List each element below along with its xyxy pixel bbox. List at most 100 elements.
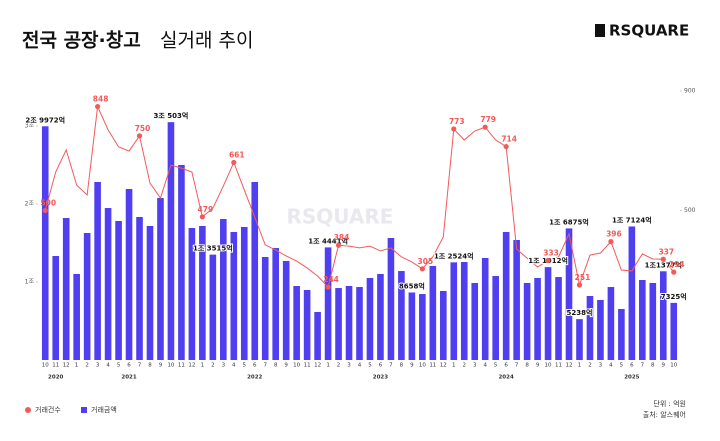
x-tick-label: 10 xyxy=(419,363,426,369)
year-label: 2022 xyxy=(247,375,262,381)
x-tick-label: 9 xyxy=(662,363,666,369)
bar xyxy=(419,294,426,360)
bar xyxy=(618,309,625,360)
line-point xyxy=(42,207,48,214)
bar xyxy=(188,227,196,360)
x-tick-label: 5 xyxy=(620,363,624,369)
y-tick-label: 2조 xyxy=(25,201,35,208)
bar xyxy=(41,126,49,361)
x-tick-label: 2 xyxy=(588,363,592,369)
data-label: 661 xyxy=(229,150,245,159)
line-point xyxy=(482,124,488,130)
line-point xyxy=(325,284,331,290)
data-label: 1조1377억 xyxy=(645,260,682,269)
bar xyxy=(52,255,60,360)
source-note: 출처: 알스퀘어 xyxy=(643,410,686,419)
x-tick-label: 1 xyxy=(578,363,582,369)
x-tick-label: 7 xyxy=(263,363,267,369)
bar xyxy=(502,231,510,360)
data-label: 5238억 xyxy=(567,308,593,317)
x-tick-label: 5 xyxy=(243,363,247,369)
bar xyxy=(251,181,259,360)
y2-tick-label: 900 xyxy=(684,88,696,95)
x-tick-label: 5 xyxy=(494,363,498,369)
data-label: 479 xyxy=(198,205,214,214)
bar xyxy=(282,260,290,360)
bar xyxy=(157,197,164,360)
x-tick-label: 6 xyxy=(504,363,508,369)
data-label: 500 xyxy=(40,199,56,208)
bar xyxy=(366,277,374,360)
x-tick-label: 8 xyxy=(148,363,152,369)
bar xyxy=(209,254,217,360)
bar xyxy=(314,311,321,360)
line-point xyxy=(199,214,205,220)
bar xyxy=(125,189,133,360)
x-tick-label: 2 xyxy=(85,363,89,369)
line-point xyxy=(95,103,101,110)
data-label: 8658억 xyxy=(399,281,425,290)
line-point xyxy=(671,269,677,275)
bar xyxy=(398,271,405,360)
chart-title: 전국 공장·창고 xyxy=(22,30,141,52)
bar xyxy=(293,286,300,360)
x-tick-label: 1 xyxy=(326,363,330,369)
line-point xyxy=(660,256,666,262)
line-point xyxy=(419,266,425,272)
x-tick-label: 10 xyxy=(670,363,677,369)
bar xyxy=(73,273,80,360)
bar xyxy=(639,280,646,360)
bar xyxy=(450,262,458,360)
x-tick-label: 9 xyxy=(410,363,414,369)
data-label: 750 xyxy=(135,124,151,133)
x-tick-label: 12 xyxy=(314,363,321,369)
x-tick-label: 5 xyxy=(368,363,372,369)
bar xyxy=(481,258,489,360)
x-tick-label: 2 xyxy=(211,363,215,369)
bar xyxy=(230,231,238,360)
x-tick-label: 11 xyxy=(555,363,562,369)
x-tick-label: 7 xyxy=(138,363,142,369)
x-tick-label: 6 xyxy=(630,363,634,369)
x-tick-label: 10 xyxy=(545,363,552,369)
data-label: 1조 2524억 xyxy=(434,251,474,260)
x-tick-label: 3 xyxy=(473,363,477,369)
data-label: 337 xyxy=(658,247,674,256)
data-label: 1조 4441억 xyxy=(308,236,348,245)
x-tick-label: 7 xyxy=(641,363,645,369)
bar xyxy=(146,225,154,360)
bar xyxy=(261,257,269,360)
x-tick-label: 8 xyxy=(525,363,529,369)
x-tick-label: 10 xyxy=(167,363,174,369)
x-tick-label: 4 xyxy=(358,363,362,369)
x-tick-label: 11 xyxy=(429,363,436,369)
data-label: 714 xyxy=(501,135,517,144)
bar xyxy=(555,277,562,360)
x-tick-label: 9 xyxy=(159,363,163,369)
x-tick-label: 11 xyxy=(52,363,59,369)
chart-title-suffix: 실거래 추이 xyxy=(160,30,253,52)
x-tick-label: 8 xyxy=(400,363,404,369)
bar xyxy=(115,220,122,360)
bar xyxy=(534,277,541,360)
x-tick-label: 1 xyxy=(452,363,456,369)
x-tick-label: 7 xyxy=(389,363,393,369)
bar xyxy=(565,228,573,360)
bar xyxy=(94,181,101,360)
bar xyxy=(429,265,437,360)
data-label: 7325억 xyxy=(661,292,687,301)
x-tick-label: 10 xyxy=(293,363,300,369)
line-point xyxy=(451,126,457,132)
bar xyxy=(377,273,384,360)
legend-swatch xyxy=(81,407,87,413)
line-point xyxy=(231,159,237,166)
bar xyxy=(345,286,353,360)
data-label: 396 xyxy=(606,230,622,239)
line-point xyxy=(545,257,551,264)
line-point xyxy=(136,133,143,139)
bar xyxy=(586,295,594,360)
bar xyxy=(670,302,678,360)
x-tick-label: 12 xyxy=(63,363,70,369)
x-tick-label: 3 xyxy=(222,363,226,369)
